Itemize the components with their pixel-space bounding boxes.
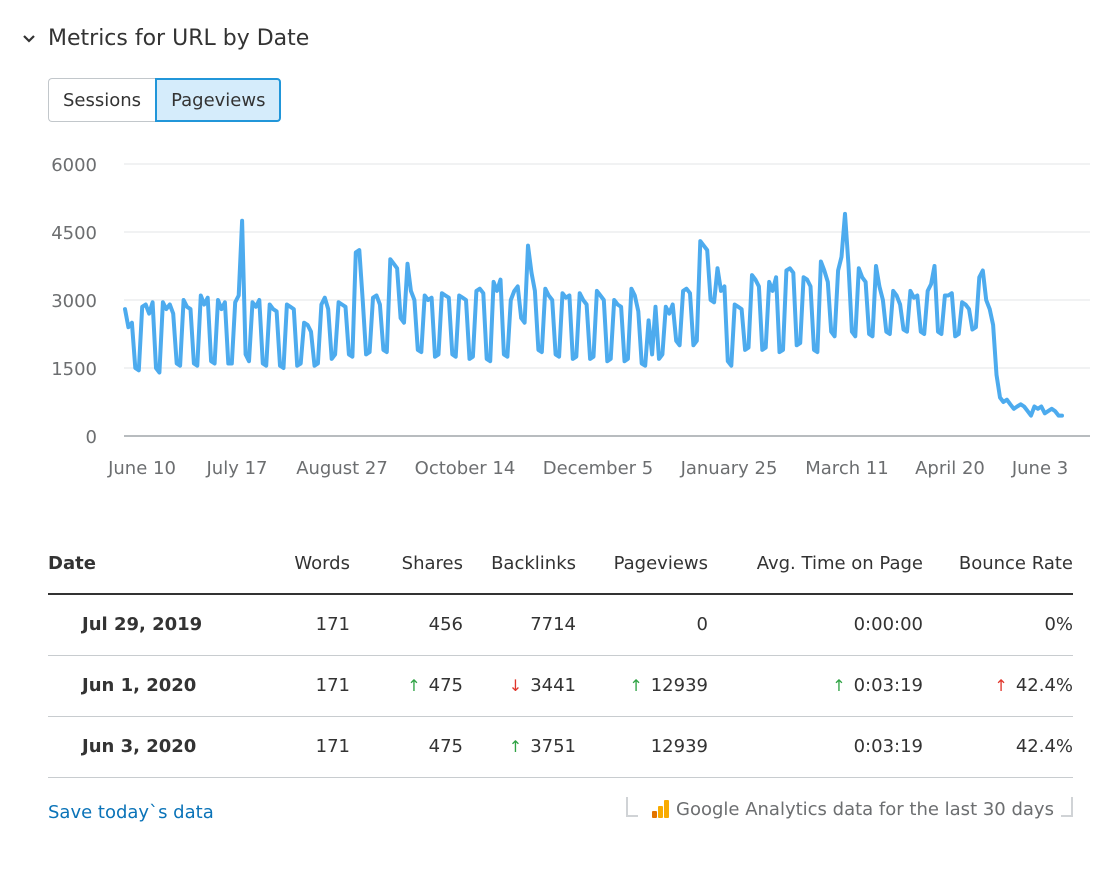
pageviews-series-line	[123, 211, 1064, 418]
x-tick-label: June 10	[107, 458, 176, 479]
cell-value: 475	[428, 675, 463, 696]
section-header: Metrics for URL by Date	[18, 26, 309, 51]
ga-note: Google Analytics data for the last 30 da…	[626, 797, 1073, 821]
arrow-up-icon: ↑	[832, 676, 846, 695]
tab-sessions[interactable]: Sessions	[48, 78, 156, 122]
arrow-down-icon: ↓	[508, 676, 523, 695]
cell-value: 475	[428, 736, 463, 757]
cell-value: 171	[315, 736, 350, 757]
x-tick-label: June 3	[1011, 458, 1068, 479]
bracket-left	[626, 797, 638, 817]
cell-pageviews: ↑ 12939	[576, 655, 708, 717]
column-header-bounce-rate: Bounce Rate	[923, 534, 1073, 595]
cell-value: 3751	[530, 736, 576, 757]
arrow-up-icon: ↑	[508, 737, 523, 756]
cell-avg-time: ↑ 0:03:19	[708, 655, 923, 717]
cell-value: 12939	[650, 736, 708, 757]
column-header-shares: Shares	[350, 534, 463, 595]
table-row: Jun 3, 2020 171 475 ↑ 3751 12939 0:03:19 42.4%	[48, 716, 1073, 778]
pageviews-line-chart: 0 1500 3000 4500 6000 June 10 July 17 August 27…	[51, 155, 1090, 479]
cell-value: 0:03:19	[853, 675, 923, 696]
column-header-backlinks: Backlinks	[463, 534, 576, 595]
cell-pageviews: 0	[576, 594, 708, 656]
cell-backlinks: ↓ 3441	[463, 655, 576, 717]
cell-backlinks: 7714	[463, 594, 576, 656]
cell-value: 3441	[530, 675, 576, 696]
table-header-row: Date Words Shares Backlinks Pageviews Av…	[48, 534, 1073, 595]
cell-value: 0	[696, 614, 708, 636]
cell-date: Jun 3, 2020	[48, 716, 248, 778]
y-tick-label: 3000	[51, 291, 97, 312]
y-tick-label: 0	[86, 427, 97, 448]
cell-shares: ↑ 475	[350, 655, 463, 717]
cell-value: 171	[315, 675, 350, 696]
cell-value: 0:03:19	[853, 736, 923, 757]
save-data-link[interactable]: Save today`s data	[48, 802, 214, 823]
cell-value: 0%	[1044, 614, 1073, 636]
cell-shares: 475	[350, 716, 463, 778]
bracket-right	[1061, 797, 1073, 817]
x-tick-label: April 20	[915, 458, 985, 479]
column-header-words: Words	[248, 534, 350, 595]
metrics-table: Date Words Shares Backlinks Pageviews Av…	[48, 534, 1073, 778]
cell-bounce-rate: 42.4%	[923, 716, 1073, 778]
cell-date: Jun 1, 2020	[48, 655, 248, 717]
y-tick-label: 6000	[51, 155, 97, 176]
cell-backlinks: ↑ 3751	[463, 716, 576, 778]
x-tick-label: October 14	[415, 458, 516, 479]
cell-value: 42.4%	[1015, 736, 1073, 757]
tab-pageviews[interactable]: Pageviews	[155, 78, 282, 122]
cell-value: 0:00:00	[853, 614, 923, 636]
cell-shares: 456	[350, 594, 463, 656]
cell-value: 456	[428, 614, 463, 636]
arrow-up-icon: ↑	[407, 676, 421, 695]
cell-words: 171	[248, 655, 350, 717]
arrow-up-icon: ↑	[994, 676, 1008, 695]
cell-words: 171	[248, 716, 350, 778]
cell-words: 171	[248, 594, 350, 656]
google-analytics-icon	[650, 799, 670, 819]
x-tick-label: July 17	[206, 458, 268, 479]
metric-tabs: Sessions Pageviews	[48, 78, 282, 122]
column-header-avg-time: Avg. Time on Page	[708, 534, 923, 595]
cell-value: 12939	[650, 675, 708, 696]
chevron-down-icon[interactable]	[18, 28, 40, 50]
x-tick-label: August 27	[296, 458, 388, 479]
arrow-up-icon: ↑	[629, 676, 643, 695]
cell-value: 7714	[530, 614, 576, 636]
y-tick-label: 4500	[51, 223, 97, 244]
cell-value: 42.4%	[1015, 675, 1073, 696]
cell-date: Jul 29, 2019	[48, 594, 248, 656]
cell-bounce-rate: ↑ 42.4%	[923, 655, 1073, 717]
cell-avg-time: 0:03:19	[708, 716, 923, 778]
cell-avg-time: 0:00:00	[708, 594, 923, 656]
y-tick-label: 1500	[51, 359, 97, 380]
x-tick-label: December 5	[543, 458, 654, 479]
ga-note-text: Google Analytics data for the last 30 da…	[676, 799, 1054, 820]
x-tick-label: March 11	[805, 458, 889, 479]
x-tick-label: January 25	[680, 458, 778, 479]
cell-value: 171	[315, 614, 350, 636]
table-row: Jul 29, 2019 171 456 7714 0 0:00:00 0%	[48, 594, 1073, 656]
cell-bounce-rate: 0%	[923, 594, 1073, 656]
table-row: Jun 1, 2020 171 ↑ 475 ↓ 3441 ↑ 12939 ↑ 0:03:19 ↑ 42…	[48, 655, 1073, 717]
column-header-pageviews: Pageviews	[576, 534, 708, 595]
column-header-date: Date	[48, 534, 248, 595]
section-title: Metrics for URL by Date	[48, 26, 310, 51]
cell-pageviews: 12939	[576, 716, 708, 778]
